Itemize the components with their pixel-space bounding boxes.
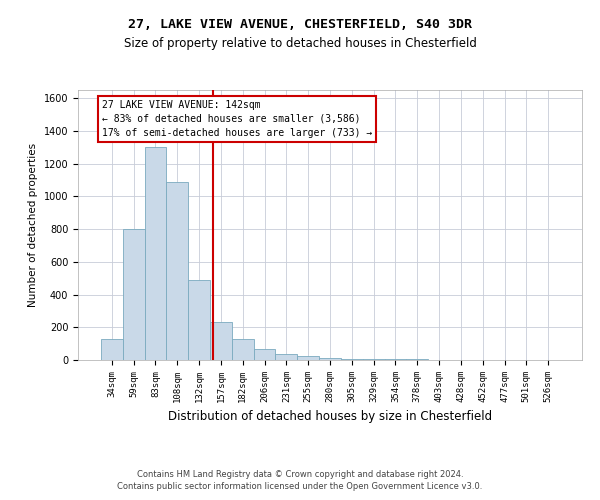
Text: Contains HM Land Registry data © Crown copyright and database right 2024.: Contains HM Land Registry data © Crown c…	[137, 470, 463, 479]
Bar	[145, 148, 166, 360]
Bar	[385, 359, 406, 360]
Text: Contains public sector information licensed under the Open Government Licence v3: Contains public sector information licen…	[118, 482, 482, 491]
Y-axis label: Number of detached properties: Number of detached properties	[28, 143, 38, 307]
Text: 27, LAKE VIEW AVENUE, CHESTERFIELD, S40 3DR: 27, LAKE VIEW AVENUE, CHESTERFIELD, S40 …	[128, 18, 472, 30]
Bar	[210, 322, 232, 360]
Bar	[275, 354, 297, 360]
Bar	[232, 338, 254, 360]
Bar	[101, 338, 123, 360]
Bar	[363, 359, 385, 360]
Bar	[297, 356, 319, 360]
Text: 27 LAKE VIEW AVENUE: 142sqm
← 83% of detached houses are smaller (3,586)
17% of : 27 LAKE VIEW AVENUE: 142sqm ← 83% of det…	[102, 100, 372, 138]
Bar	[166, 182, 188, 360]
Bar	[341, 359, 363, 360]
Bar	[123, 229, 145, 360]
Bar	[188, 280, 210, 360]
Text: Size of property relative to detached houses in Chesterfield: Size of property relative to detached ho…	[124, 38, 476, 51]
Bar	[406, 359, 428, 360]
Bar	[319, 358, 341, 360]
Bar	[254, 350, 275, 360]
X-axis label: Distribution of detached houses by size in Chesterfield: Distribution of detached houses by size …	[168, 410, 492, 424]
